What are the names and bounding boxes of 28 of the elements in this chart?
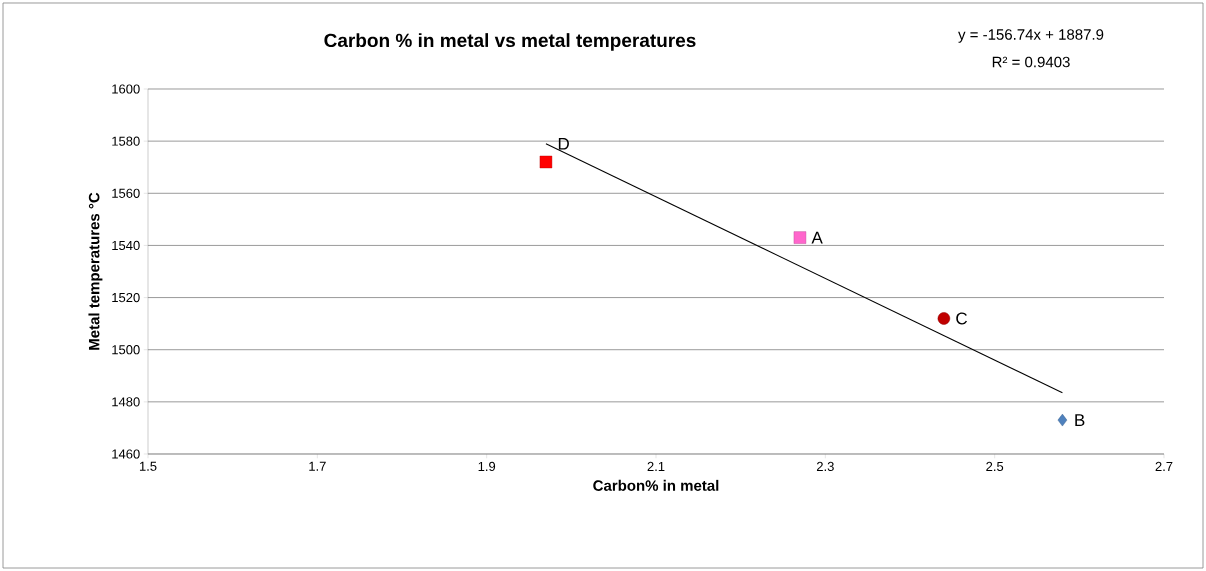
y-tick-label: 1460 <box>112 449 140 459</box>
y-tick-label: 1580 <box>112 136 140 146</box>
annotation: A <box>811 231 823 244</box>
y-tick-label: 1480 <box>112 397 140 407</box>
y-axis-title: Metal temperatures °C <box>88 192 103 350</box>
x-tick-label: 2.1 <box>647 461 665 471</box>
x-tick-label: 2.3 <box>816 461 834 471</box>
x-tick-label: 1.5 <box>139 461 157 471</box>
y-tick-label: 1540 <box>112 240 140 251</box>
point <box>937 312 951 325</box>
x-tick-label: 1.9 <box>478 461 496 471</box>
point <box>1057 413 1068 427</box>
annotation: D <box>558 137 569 150</box>
y-tick-label: 1600 <box>112 84 140 94</box>
point <box>793 231 807 244</box>
y-tick-label: 1500 <box>112 345 140 355</box>
x-axis-title: Carbon% in metal <box>593 479 719 491</box>
annotation: C <box>956 312 968 325</box>
y-tick-label: 1520 <box>112 292 140 303</box>
x-tick-label: 2.5 <box>986 461 1004 471</box>
point <box>539 155 553 169</box>
annotation: B <box>1075 414 1085 426</box>
text: R² = 0.9403 <box>992 56 1070 68</box>
y-tick-label: 1560 <box>112 188 140 198</box>
x-tick-label: 2.7 <box>1155 461 1173 471</box>
text: y = -156.74x + 1887.9 <box>958 29 1104 43</box>
x-tick-label: 1.7 <box>309 461 326 471</box>
chart-title: Carbon % in metal vs metal temperatures <box>324 33 696 51</box>
